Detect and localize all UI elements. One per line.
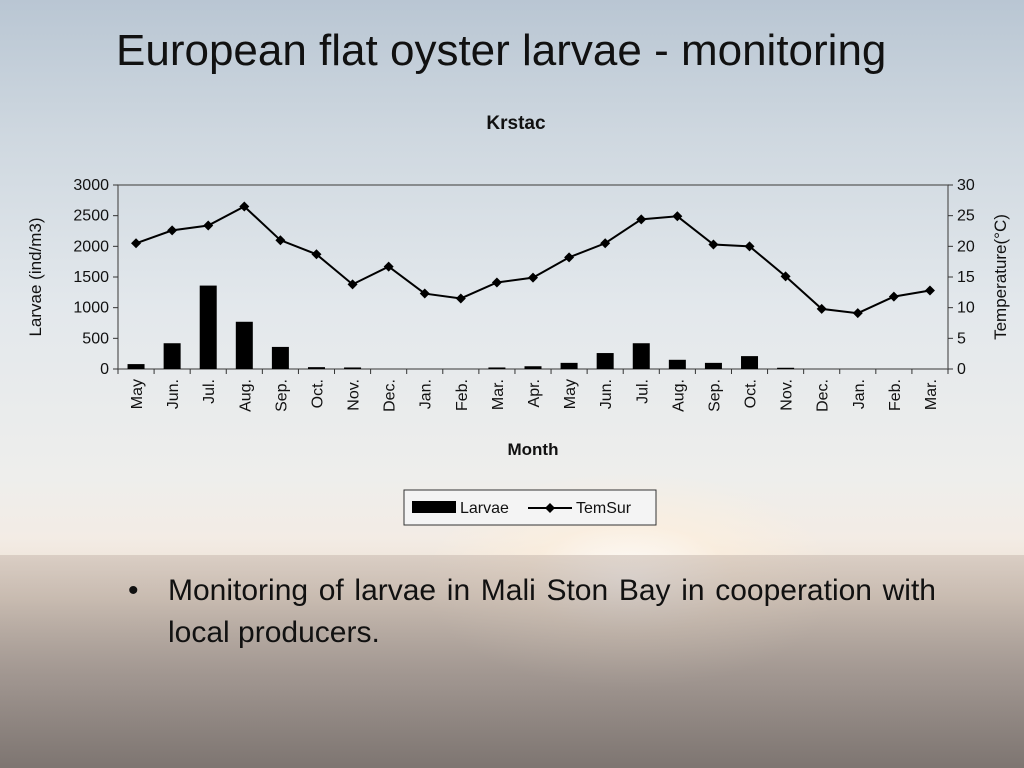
larvae-bar [271,346,289,369]
x-tick-label: Nov. [779,379,796,411]
temperature-point [131,238,142,249]
legend-larvae-label: Larvae [460,500,509,517]
left-tick-label: 0 [100,361,109,378]
temperature-point [528,272,538,283]
x-tick-label: Sep. [706,379,723,412]
temperature-point [491,277,502,288]
x-tick-label: May [562,379,579,409]
larvae-bar [163,343,181,369]
temperature-point [600,238,611,249]
temperature-line [131,201,935,319]
x-tick-label: Mar. [923,379,940,410]
temperature-point [852,308,863,319]
legend-temsur-label: TemSur [576,500,632,517]
temperature-point [419,288,430,299]
right-tick-label: 15 [957,269,975,286]
right-tick-label: 20 [957,238,975,255]
temperature-point [564,252,575,263]
larvae-bar [668,359,686,369]
temperature-point [203,220,214,231]
larvae-bar [704,362,722,369]
temperature-polyline [135,205,931,315]
temperature-point [455,293,466,304]
chart-title: Krstac [486,113,546,134]
larvae-bar [596,353,614,369]
left-axis-title: Larvae (ind/m3) [26,217,45,336]
x-tick-label: Jun. [165,379,182,409]
slide-title: European flat oyster larvae - monitoring [116,26,887,75]
x-tick-label: Dec. [815,379,832,412]
left-tick-label: 2500 [73,208,109,225]
x-tick-label: Aug. [670,379,687,412]
temperature-point [780,271,791,282]
temperature-point [239,201,250,212]
right-tick-label: 25 [957,208,975,225]
temperature-point [636,214,647,225]
larvae-bars [127,285,795,369]
x-tick-label: Jul. [201,379,218,404]
temperature-point [167,225,178,236]
larvae-bar [235,321,253,369]
x-tick-label: Sep. [273,379,290,412]
bullet-point: • Monitoring of larvae in Mali Ston Bay … [128,570,936,654]
left-tick-label: 2000 [73,238,109,255]
x-tick-label: Nov. [346,379,363,411]
x-tick-label: May [129,379,146,409]
temperature-point [744,241,755,252]
axis-labels: May Jun. Jul. Aug. Sep. Oct. Nov. Dec. Jan. Feb. M… [26,214,1010,459]
larvae-bar [344,367,362,369]
right-tick-label: 10 [957,300,975,317]
temperature-point [383,261,394,272]
larvae-bar [307,367,325,369]
x-tick-label: Jan. [418,379,435,409]
x-tick-label: Feb. [454,379,471,411]
x-tick-label: Jun. [598,379,615,409]
larvae-bar [741,356,759,369]
larvae-bar [199,285,217,369]
x-axis-title: Month [508,440,559,459]
x-tick-label: Apr. [526,379,543,407]
temperature-point [888,291,899,302]
chart-legend: Larvae TemSur [403,489,657,526]
x-tick-label: Oct. [743,379,760,408]
temperature-point [816,303,827,314]
left-tick-label: 1500 [73,269,109,286]
temperature-point [924,285,935,296]
right-tick-label: 5 [957,330,966,347]
left-tick-label: 1000 [73,300,109,317]
larvae-bar [632,343,650,369]
x-tick-label: Dec. [382,379,399,412]
left-tick-label: 500 [82,330,109,347]
right-tick-label: 30 [957,177,975,194]
x-tick-label: Aug. [237,379,254,412]
bullet-text: Monitoring of larvae in Mali Ston Bay in… [168,574,936,649]
larvae-bar [560,362,578,369]
chart-axes: 0 500 1000 1500 2000 2500 3000 0 5 10 15 20 25 30 [73,177,974,378]
temperature-point [347,279,358,290]
x-tick-label: Jan. [851,379,868,409]
x-tick-label: Mar. [490,379,507,410]
temperature-point [708,239,719,250]
legend-temsur-marker [545,503,555,513]
larvae-bar [127,364,145,369]
temperature-point [672,211,683,222]
temperature-point [311,249,322,260]
right-axis-title: Temperature(°C) [991,214,1010,340]
larvae-bar [488,367,506,369]
x-tick-label: Jul. [634,379,651,404]
x-tick-label: Oct. [309,379,326,408]
larvae-bar [524,366,542,369]
bullet-marker: • [128,574,139,607]
larvae-bar [777,367,795,369]
legend-larvae-swatch [412,501,456,513]
x-tick-label: Feb. [887,379,904,411]
larvae-temperature-chart: Krstac 0 500 1000 1500 2000 2500 3000 0 5 10 15 20 2… [26,113,1010,526]
left-tick-label: 3000 [73,177,109,194]
right-tick-label: 0 [957,361,966,378]
temperature-point [275,235,286,246]
